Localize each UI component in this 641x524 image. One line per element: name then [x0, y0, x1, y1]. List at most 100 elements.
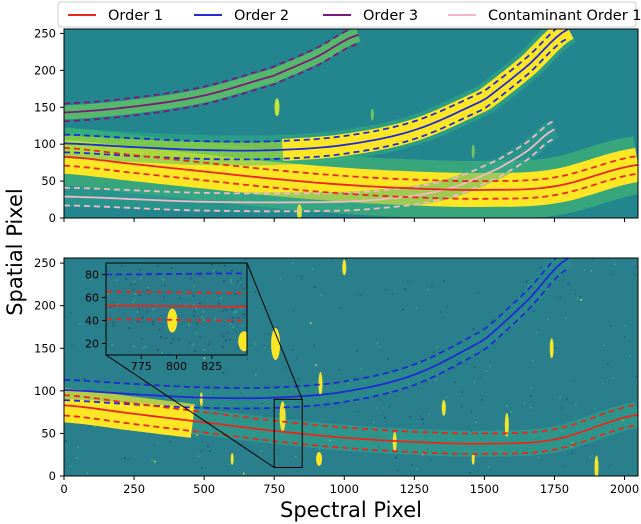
bottom-noise-pixel: [612, 377, 614, 379]
top-panel-frame: [63, 28, 639, 219]
bottom-noise-pixel: [523, 402, 526, 404]
bottom-noise-pixel: [624, 325, 626, 327]
bottom-noise-pixel: [609, 324, 612, 327]
top-order-2-upper-edge: [64, 29, 558, 143]
bottom-noise-pixel: [284, 366, 286, 369]
inset-noise-pixel: [239, 307, 242, 310]
bottom-order-1-lower-edge: [64, 414, 638, 455]
bottom-noise-pixel: [431, 285, 433, 287]
inset-noise-pixel: [125, 277, 128, 280]
bottom-noise-pixel: [481, 399, 483, 401]
bottom-noise-pixel: [131, 394, 133, 397]
bottom-feature-main: [271, 328, 281, 361]
bottom-noise-pixel: [388, 406, 391, 408]
inset-noise-pixel: [164, 284, 166, 287]
bottom-noise-pixel: [395, 456, 397, 459]
inset-noise-pixel: [195, 307, 197, 310]
inset-noise-pixel: [165, 337, 168, 340]
bottom-noise-pixel: [239, 392, 242, 394]
bottom-noise-pixel: [344, 258, 347, 261]
inset-noise-pixel: [136, 310, 139, 313]
inset-noise-pixel: [138, 268, 141, 271]
bottom-noise-pixel: [537, 456, 540, 459]
inset-noise-pixel: [193, 315, 196, 317]
bottom-noise-pixel: [409, 415, 411, 418]
bottom-noise-pixel: [338, 368, 341, 371]
bottom-noise-pixel: [313, 344, 315, 346]
inset-y-tick-label: 20: [85, 338, 99, 351]
bottom-noise-pixel: [70, 312, 72, 314]
bottom-noise-pixel: [71, 344, 73, 347]
bottom-noise-pixel: [573, 379, 575, 382]
bottom-noise-pixel: [263, 344, 265, 347]
bottom-noise-pixel: [553, 346, 556, 349]
bottom-noise-pixel: [178, 398, 181, 401]
inset-noise-pixel: [229, 279, 232, 281]
bottom-noise-pixel: [197, 455, 200, 458]
inset-noise-pixel: [106, 292, 109, 295]
bottom-noise-pixel: [456, 360, 459, 362]
bottom-noise-pixel: [315, 364, 317, 366]
inset-noise-pixel: [189, 293, 192, 296]
bottom-noise-pixel: [246, 358, 249, 360]
zoom-connector-lower: [105, 354, 275, 468]
inset-noise-pixel: [189, 342, 192, 345]
bottom-noise-pixel: [408, 383, 411, 385]
bottom-noise-pixel: [461, 406, 463, 409]
bottom-noise-pixel: [78, 323, 81, 325]
bottom-noise-pixel: [178, 390, 181, 393]
bottom-noise-pixel: [312, 268, 314, 270]
bottom-noise-pixel: [446, 306, 449, 308]
bottom-noise-pixel: [363, 380, 366, 382]
bottom-noise-pixel: [254, 291, 257, 293]
inset-noise-pixel: [222, 335, 225, 338]
inset-y-tick-label: 80: [85, 269, 99, 282]
inset-noise-pixel: [213, 269, 216, 272]
bottom-feature-9: [199, 392, 203, 407]
inset-order-2-lower-edge: [106, 272, 247, 276]
inset-noise-pixel: [199, 274, 202, 277]
inset-noise-pixel: [162, 295, 165, 298]
bottom-noise-pixel: [427, 289, 429, 291]
inset-noise-pixel: [207, 343, 210, 346]
x-tick-label: 500: [193, 482, 215, 496]
inset-noise-pixel: [237, 317, 240, 319]
bottom-noise-pixel: [349, 379, 352, 382]
bottom-noise-pixel: [535, 331, 538, 334]
legend: Order 1 Order 2 Order 3 Contaminant Order 1: [57, 1, 641, 28]
inset-noise-pixel: [220, 297, 223, 300]
inset-noise-pixel: [116, 303, 119, 306]
bottom-noise-pixel: [590, 270, 593, 272]
inset-noise-pixel: [228, 338, 231, 341]
bottom-noise-pixel: [435, 379, 437, 381]
bottom-noise-pixel: [86, 472, 88, 474]
x-tick-label: 1250: [400, 482, 429, 496]
inset-noise-pixel: [151, 323, 154, 326]
bottom-noise-pixel: [309, 322, 312, 324]
x-tick-label: 0: [60, 482, 67, 496]
inset-noise-pixel: [170, 267, 173, 270]
bottom-noise-pixel: [359, 294, 362, 296]
top-y-tick-label: 0: [49, 211, 56, 225]
inset-noise-pixel: [192, 294, 195, 297]
bottom-noise-pixel: [276, 326, 278, 329]
inset-feature-main: [167, 308, 178, 333]
bottom-noise-pixel: [567, 283, 570, 285]
bottom-noise-pixel: [577, 297, 579, 300]
bottom-noise-pixel: [445, 396, 448, 398]
bottom-y-tick-label: 50: [41, 426, 56, 440]
bottom-noise-pixel: [318, 448, 320, 450]
inset-noise-pixel: [202, 319, 205, 321]
inset-noise-pixel: [239, 282, 242, 284]
inset-noise-pixel: [111, 344, 114, 347]
bottom-noise-pixel: [404, 288, 406, 290]
bottom-noise-pixel: [539, 267, 542, 269]
inset-noise-pixel: [160, 336, 163, 338]
inset-noise-pixel: [121, 264, 124, 267]
bottom-noise-pixel: [546, 318, 549, 320]
bottom-noise-pixel: [592, 258, 595, 260]
bottom-noise-pixel: [428, 413, 431, 415]
bottom-feature-4: [392, 431, 397, 452]
bottom-noise-pixel: [295, 357, 298, 360]
inset-noise-pixel: [202, 310, 205, 313]
